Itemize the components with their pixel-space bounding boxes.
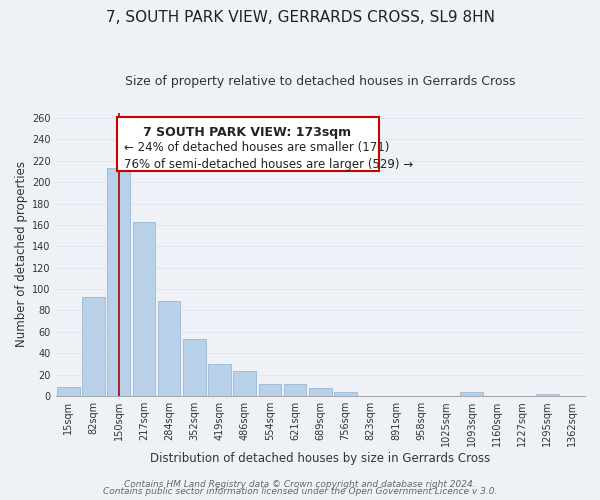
X-axis label: Distribution of detached houses by size in Gerrards Cross: Distribution of detached houses by size … bbox=[150, 452, 490, 465]
Text: Contains HM Land Registry data © Crown copyright and database right 2024.: Contains HM Land Registry data © Crown c… bbox=[124, 480, 476, 489]
FancyBboxPatch shape bbox=[116, 117, 379, 171]
Bar bbox=[82, 296, 105, 396]
Bar bbox=[309, 388, 332, 396]
Bar bbox=[284, 384, 307, 396]
Text: Contains public sector information licensed under the Open Government Licence v : Contains public sector information licen… bbox=[103, 487, 497, 496]
Bar bbox=[183, 340, 206, 396]
Text: 7 SOUTH PARK VIEW: 173sqm: 7 SOUTH PARK VIEW: 173sqm bbox=[143, 126, 352, 138]
Bar bbox=[107, 168, 130, 396]
Bar bbox=[334, 392, 357, 396]
Bar bbox=[208, 364, 231, 396]
Bar bbox=[460, 392, 483, 396]
Bar bbox=[233, 372, 256, 396]
Text: 76% of semi-detached houses are larger (529) →: 76% of semi-detached houses are larger (… bbox=[124, 158, 413, 171]
Bar bbox=[259, 384, 281, 396]
Bar bbox=[57, 388, 80, 396]
Bar bbox=[133, 222, 155, 396]
Y-axis label: Number of detached properties: Number of detached properties bbox=[15, 162, 28, 348]
Text: 7, SOUTH PARK VIEW, GERRARDS CROSS, SL9 8HN: 7, SOUTH PARK VIEW, GERRARDS CROSS, SL9 … bbox=[106, 10, 494, 25]
Text: ← 24% of detached houses are smaller (171): ← 24% of detached houses are smaller (17… bbox=[124, 141, 390, 154]
Title: Size of property relative to detached houses in Gerrards Cross: Size of property relative to detached ho… bbox=[125, 75, 515, 88]
Bar bbox=[158, 301, 181, 396]
Bar bbox=[536, 394, 559, 396]
